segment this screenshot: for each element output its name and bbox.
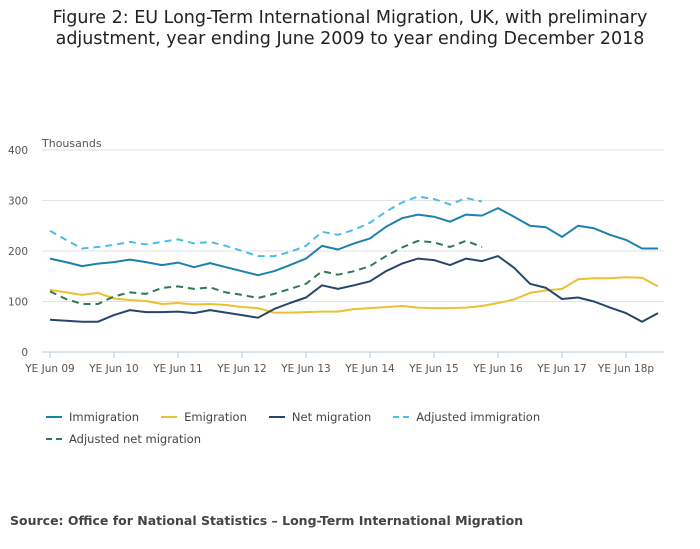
y-tick-label: 300 (8, 196, 28, 208)
legend-swatch (161, 416, 178, 418)
y-tick-label: 200 (8, 246, 28, 258)
x-tick-label: YE Jun 10 (88, 363, 139, 375)
source-note: Source: Office for National Statistics –… (10, 513, 524, 528)
legend-item[interactable]: Emigration (161, 406, 247, 428)
legend-label: Net migration (291, 410, 372, 424)
series-line-adjusted-net-migration (49, 239, 483, 305)
legend-label: Adjusted net migration (69, 432, 202, 446)
y-axis-label: Thousands (41, 137, 102, 150)
legend-label: Emigration (184, 410, 247, 424)
legend: Immigration Emigration Net migration Adjust… (46, 406, 606, 450)
series-line-emigration (49, 276, 659, 314)
legend-label: Immigration (69, 410, 140, 424)
x-tick-label: YE Jun 15 (408, 363, 459, 375)
x-tick-label: YE Jun 14 (344, 363, 395, 375)
legend-item[interactable]: Immigration (46, 406, 139, 428)
chart-title: Figure 2: EU Long-Term International Mig… (52, 8, 648, 49)
x-tick-label: YE Jun 11 (152, 363, 203, 375)
legend-swatch (268, 416, 285, 418)
x-tick-label: YE Jun 13 (280, 363, 331, 375)
line-chart: 0 100 200 300 400 Thousands YE Jun 09 YE Jun 10… (8, 137, 664, 375)
legend-item[interactable]: Net migration (268, 406, 372, 428)
legend-item[interactable]: Adjusted net migration (46, 428, 201, 450)
legend-item[interactable]: Adjusted immigration (393, 406, 540, 428)
x-tick-label: YE Jun 18p (597, 363, 654, 375)
y-tick-label: 400 (8, 145, 28, 157)
y-tick-label: 100 (8, 297, 28, 309)
y-tick-label: 0 (21, 347, 28, 359)
series-line-immigration (49, 207, 658, 277)
x-tick-label: YE Jun 16 (472, 363, 523, 375)
x-tick-label: YE Jun 17 (536, 363, 587, 375)
legend-swatch (46, 438, 62, 440)
legend-swatch (46, 416, 62, 418)
x-tick-label: YE Jun 12 (216, 363, 267, 375)
x-tick-label: YE Jun 09 (24, 363, 75, 375)
series-line-adjusted-immigration (49, 195, 483, 258)
series-line-net-migration (49, 255, 659, 323)
legend-swatch (393, 416, 410, 418)
legend-label: Adjusted immigration (416, 410, 541, 424)
